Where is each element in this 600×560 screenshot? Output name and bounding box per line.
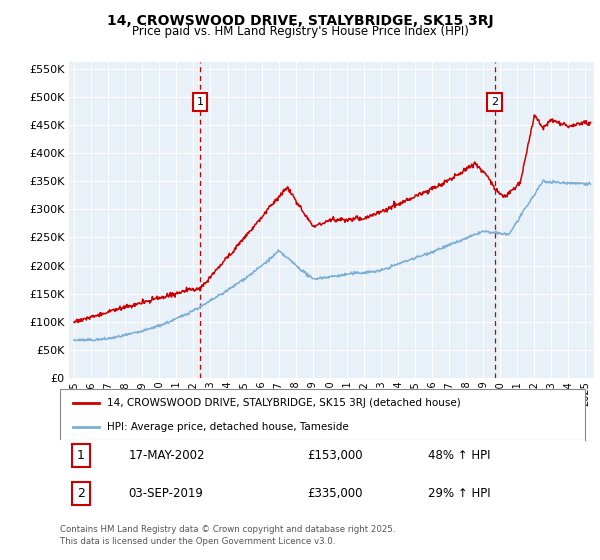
Text: 14, CROWSWOOD DRIVE, STALYBRIDGE, SK15 3RJ (detached house): 14, CROWSWOOD DRIVE, STALYBRIDGE, SK15 3… (107, 398, 461, 408)
Text: 2: 2 (491, 97, 498, 108)
Text: Price paid vs. HM Land Registry's House Price Index (HPI): Price paid vs. HM Land Registry's House … (131, 25, 469, 38)
Text: £153,000: £153,000 (307, 449, 362, 463)
Text: 17-MAY-2002: 17-MAY-2002 (128, 449, 205, 463)
Text: 2: 2 (77, 487, 85, 501)
Text: 1: 1 (77, 449, 85, 463)
Text: 1: 1 (196, 97, 203, 108)
Text: 03-SEP-2019: 03-SEP-2019 (128, 487, 203, 501)
Text: HPI: Average price, detached house, Tameside: HPI: Average price, detached house, Tame… (107, 422, 349, 432)
Text: 14, CROWSWOOD DRIVE, STALYBRIDGE, SK15 3RJ: 14, CROWSWOOD DRIVE, STALYBRIDGE, SK15 3… (107, 14, 493, 28)
Text: 48% ↑ HPI: 48% ↑ HPI (427, 449, 490, 463)
Text: 29% ↑ HPI: 29% ↑ HPI (427, 487, 490, 501)
Text: Contains HM Land Registry data © Crown copyright and database right 2025.
This d: Contains HM Land Registry data © Crown c… (60, 525, 395, 546)
Text: £335,000: £335,000 (307, 487, 362, 501)
